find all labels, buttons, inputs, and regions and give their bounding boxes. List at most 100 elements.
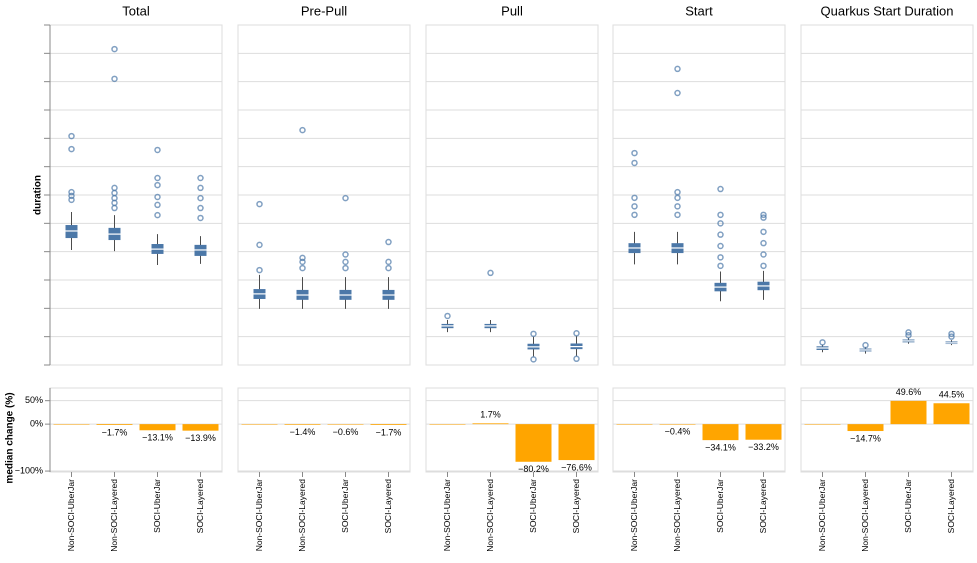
bar: [515, 424, 552, 462]
outlier: [342, 251, 349, 258]
x-tick-label: SOCI-Layered: [758, 479, 768, 534]
bar: [96, 424, 133, 425]
y-tick-label: −100%: [15, 465, 43, 475]
outlier: [674, 194, 681, 202]
x-tick-label: SOCI-Layered: [946, 479, 956, 534]
outlier: [819, 339, 826, 346]
outlier: [111, 189, 118, 197]
outlier: [717, 211, 724, 219]
outlier: [299, 264, 306, 272]
y-axis-label: median change (%): [5, 392, 16, 483]
bar: [890, 400, 927, 425]
outlier: [631, 203, 638, 210]
outlier: [631, 149, 638, 157]
outlier: [674, 203, 681, 210]
bar: [847, 424, 884, 432]
outlier: [573, 330, 580, 337]
outlier: [631, 194, 638, 202]
outlier: [717, 254, 724, 261]
outlier: [111, 184, 118, 192]
outlier: [197, 184, 204, 192]
x-tick-label: Non-SOCI-UberJar: [66, 479, 76, 551]
outlier: [760, 251, 767, 258]
outlier: [342, 258, 349, 266]
panel: [800, 387, 974, 473]
value-label: −0.4%: [665, 427, 691, 437]
bar: [804, 424, 841, 425]
bar: [616, 424, 653, 425]
panel: [237, 387, 411, 473]
outlier: [342, 194, 349, 202]
x-tick-label: SOCI-UberJar: [903, 479, 913, 533]
value-label: −13.1%: [142, 433, 173, 443]
outlier: [760, 262, 767, 270]
panel: [425, 387, 599, 473]
outlier: [154, 174, 161, 182]
x-tick-label: Non-SOCI-Layered: [297, 479, 307, 552]
x-tick-label: Non-SOCI-Layered: [109, 479, 119, 552]
outlier: [111, 194, 118, 202]
outlier: [631, 159, 638, 167]
x-tick-label: Non-SOCI-Layered: [672, 479, 682, 552]
value-label: −1.4%: [290, 427, 316, 437]
x-tick-label: Non-SOCI-UberJar: [817, 479, 827, 551]
outlier: [487, 269, 494, 277]
value-label: 44.5%: [939, 390, 965, 400]
outlier: [197, 204, 204, 212]
outlier: [717, 185, 724, 193]
outlier: [674, 89, 681, 97]
outlier: [154, 146, 161, 154]
outlier: [111, 45, 118, 53]
outlier: [197, 174, 204, 182]
panel-title: Pre-Pull: [301, 3, 347, 18]
outlier: [631, 211, 638, 219]
x-tick-label: SOCI-Layered: [195, 479, 205, 534]
outlier: [256, 241, 263, 249]
outlier: [299, 126, 306, 134]
y-axis-label: duration: [33, 175, 44, 215]
x-tick-label: SOCI-UberJar: [152, 479, 162, 533]
outlier: [111, 75, 118, 83]
outlier: [256, 200, 263, 208]
outlier: [444, 312, 451, 320]
outlier: [68, 188, 75, 196]
value-label: −76.6%: [561, 462, 592, 472]
x-tick-label: Non-SOCI-Layered: [860, 479, 870, 552]
bar: [659, 424, 696, 425]
value-label: 1.7%: [480, 410, 501, 420]
outlier: [299, 258, 306, 266]
y-tick-label: 50%: [25, 395, 43, 405]
x-tick-label: SOCI-Layered: [571, 479, 581, 534]
value-label: −34.1%: [705, 443, 736, 453]
panel: [612, 387, 786, 473]
outlier: [948, 330, 955, 338]
panel-title: Total: [122, 3, 150, 18]
outlier: [862, 341, 869, 349]
outlier: [342, 264, 349, 272]
x-tick-label: Non-SOCI-UberJar: [254, 479, 264, 551]
y-tick-label: 0%: [30, 419, 43, 429]
x-tick-label: Non-SOCI-UberJar: [629, 479, 639, 551]
outlier: [256, 266, 263, 274]
x-tick-label: SOCI-Layered: [383, 479, 393, 534]
outlier: [385, 258, 392, 266]
outlier: [385, 264, 392, 272]
bar: [182, 424, 219, 431]
outlier: [530, 356, 537, 363]
outlier: [760, 214, 767, 221]
outlier: [154, 193, 161, 201]
x-tick-label: Non-SOCI-UberJar: [442, 479, 452, 551]
value-label: −80.2%: [518, 464, 549, 474]
bar: [472, 423, 509, 425]
value-label: −33.2%: [748, 442, 779, 452]
bar: [370, 424, 407, 425]
outlier: [905, 332, 912, 339]
x-tick-label: SOCI-UberJar: [528, 479, 538, 533]
panel-title: Quarkus Start Duration: [821, 3, 954, 18]
value-label: −1.7%: [102, 427, 128, 437]
outlier: [674, 65, 681, 73]
outlier: [674, 211, 681, 219]
x-tick-label: Non-SOCI-Layered: [485, 479, 495, 552]
outlier: [760, 228, 767, 236]
